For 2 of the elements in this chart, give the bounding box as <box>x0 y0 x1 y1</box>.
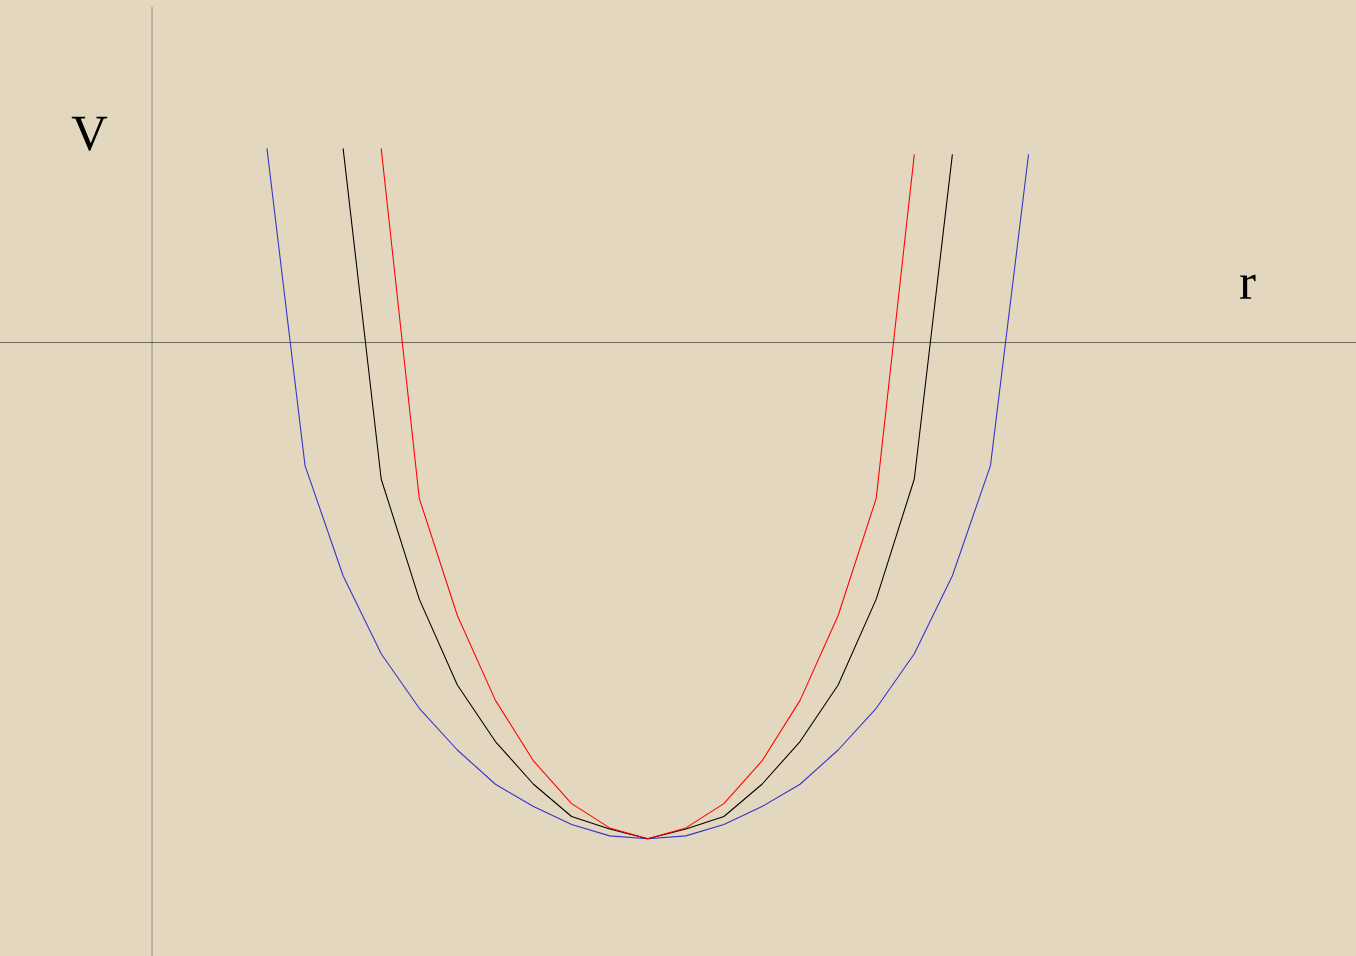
y-axis-title: V <box>71 116 108 151</box>
x-axis-title: r <box>1240 274 1256 299</box>
